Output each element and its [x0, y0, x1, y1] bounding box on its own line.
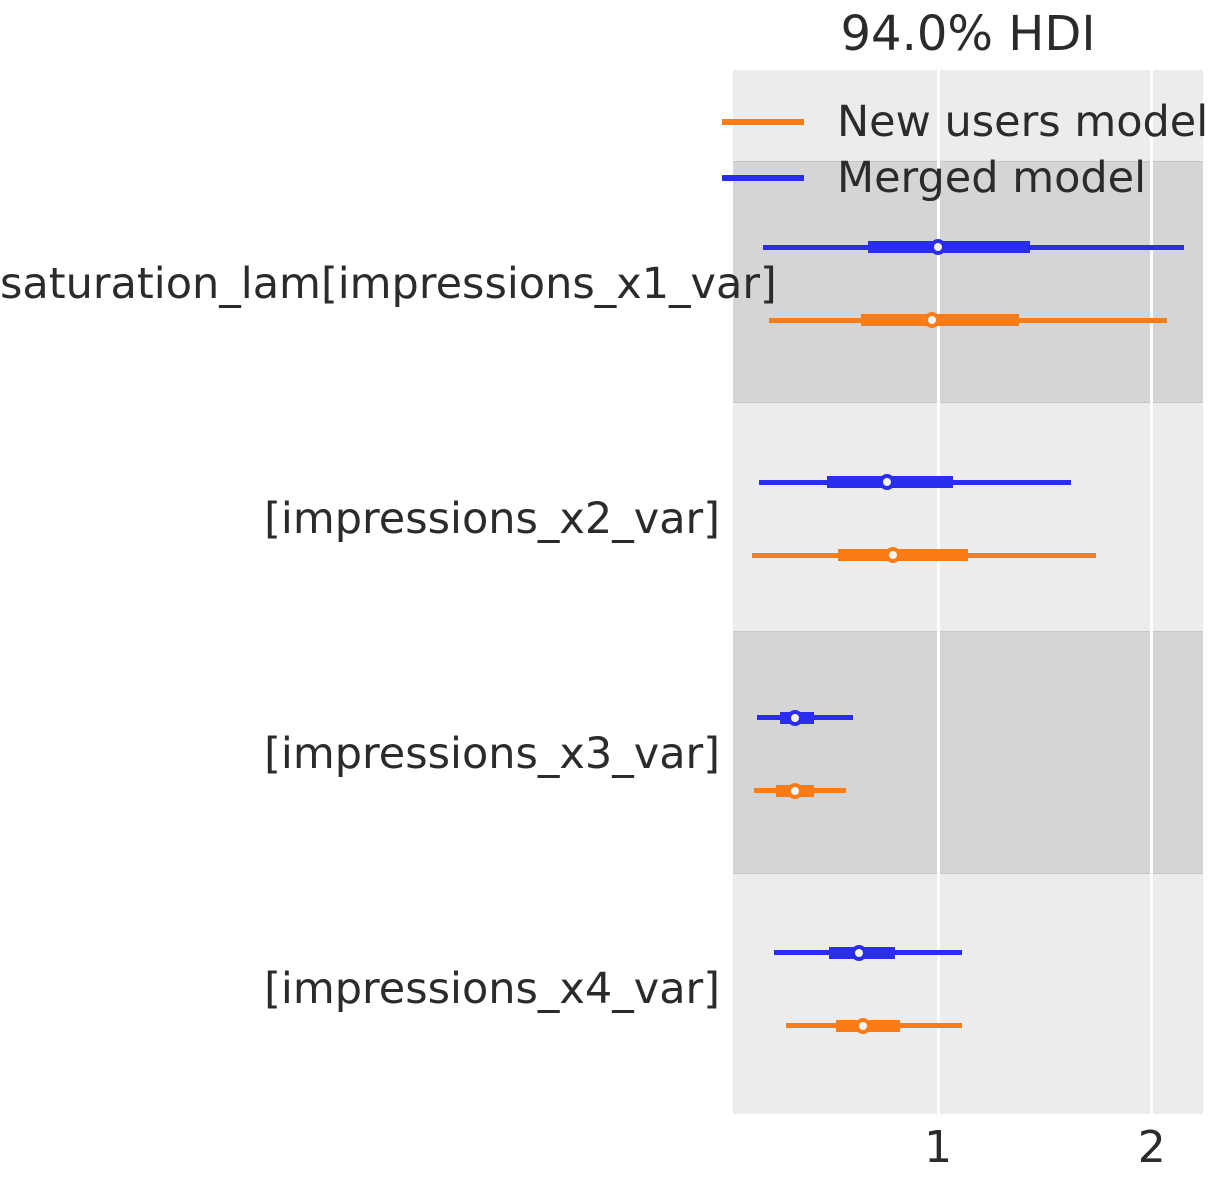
y-axis-label: [impressions_x4_var]	[264, 964, 720, 1015]
quartile-line	[867, 241, 1030, 253]
median-marker	[786, 782, 803, 799]
x-axis-tick-label: 2	[1137, 1122, 1166, 1173]
legend-label: New users model	[837, 97, 1209, 147]
gridline-x2	[1150, 70, 1154, 1114]
legend-line-swatch	[722, 175, 804, 181]
plot-area: New users model Merged model	[722, 70, 1208, 1114]
y-axis-label: [impressions_x3_var]	[264, 729, 720, 780]
median-marker	[878, 474, 895, 491]
plot-title: 94.0% HDI	[840, 6, 1096, 62]
x-axis-tick-label: 1	[924, 1122, 953, 1173]
gridline-x1	[936, 70, 940, 1114]
y-axis-label: saturation_lam[impressions_x1_var]	[0, 258, 777, 309]
quartile-line	[861, 314, 1020, 326]
median-marker	[885, 547, 902, 564]
median-marker	[786, 709, 803, 726]
median-marker	[851, 944, 868, 961]
shaded-band	[733, 631, 1203, 874]
quartile-line	[837, 549, 968, 562]
median-marker	[923, 312, 940, 328]
median-marker	[855, 1017, 872, 1034]
shaded-band	[733, 160, 1203, 404]
y-axis-label: [impressions_x2_var]	[264, 493, 720, 544]
median-marker	[930, 239, 947, 255]
legend-label: Merged model	[837, 153, 1147, 203]
legend-line-swatch	[722, 119, 804, 125]
